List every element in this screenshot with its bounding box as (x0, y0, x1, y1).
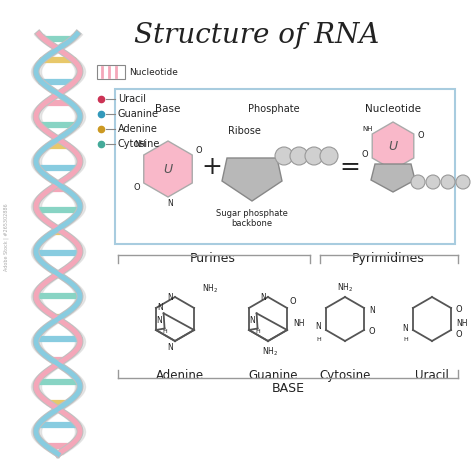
Text: Nucleotide: Nucleotide (129, 67, 178, 76)
Circle shape (441, 175, 455, 189)
FancyBboxPatch shape (97, 65, 125, 79)
Text: N: N (369, 306, 375, 315)
Circle shape (275, 147, 293, 165)
Text: O: O (418, 131, 425, 140)
Text: O: O (196, 146, 202, 155)
Text: O: O (456, 305, 463, 314)
Text: Structure of RNA: Structure of RNA (134, 22, 380, 49)
Text: Adobe Stock | #265302886: Adobe Stock | #265302886 (3, 203, 9, 271)
Text: BASE: BASE (272, 382, 304, 395)
Circle shape (305, 147, 323, 165)
Text: NH: NH (456, 319, 467, 328)
Text: O: O (361, 149, 368, 158)
Polygon shape (371, 164, 415, 192)
Text: NH$_2$: NH$_2$ (202, 283, 218, 295)
Text: O: O (133, 183, 140, 192)
Text: Uracil: Uracil (118, 94, 146, 104)
Text: N: N (157, 303, 163, 312)
Text: Base: Base (155, 104, 181, 114)
Text: Adenine: Adenine (118, 124, 158, 134)
Text: H: H (255, 329, 260, 335)
Text: O: O (456, 330, 463, 339)
FancyBboxPatch shape (115, 89, 455, 244)
Text: NH: NH (135, 140, 146, 149)
Text: Guanine: Guanine (248, 369, 298, 382)
Circle shape (411, 175, 425, 189)
Text: NH$_2$: NH$_2$ (337, 282, 353, 294)
Text: Pyrimidines: Pyrimidines (352, 252, 424, 265)
Text: N: N (249, 317, 255, 325)
Text: N: N (167, 292, 173, 301)
Text: Cytosine: Cytosine (118, 139, 160, 149)
Text: Cytosine: Cytosine (319, 369, 371, 382)
Text: NH: NH (363, 126, 373, 132)
Text: U: U (388, 139, 398, 153)
Circle shape (290, 147, 308, 165)
Text: NH: NH (293, 319, 304, 328)
Text: Purines: Purines (190, 252, 236, 265)
Text: O: O (289, 297, 296, 306)
Polygon shape (372, 122, 414, 170)
Text: Ribose: Ribose (228, 126, 260, 136)
Text: H: H (403, 337, 408, 342)
Text: N: N (167, 199, 173, 208)
Text: H: H (162, 329, 167, 335)
Text: N: N (260, 292, 266, 301)
Polygon shape (144, 141, 192, 197)
Text: N: N (402, 324, 408, 333)
Circle shape (456, 175, 470, 189)
Text: Guanine: Guanine (118, 109, 159, 119)
Text: N: N (156, 317, 162, 325)
Text: =: = (339, 155, 360, 179)
Text: Phosphate: Phosphate (248, 104, 300, 114)
Text: Adenine: Adenine (156, 369, 204, 382)
Text: NH$_2$: NH$_2$ (262, 345, 278, 357)
Text: +: + (201, 155, 222, 179)
Text: O: O (369, 327, 375, 336)
Text: Sugar phosphate
backbone: Sugar phosphate backbone (216, 209, 288, 228)
Text: U: U (164, 163, 173, 175)
Text: N: N (167, 343, 173, 352)
Text: Nucleotide: Nucleotide (365, 104, 421, 114)
Polygon shape (222, 158, 282, 201)
Circle shape (426, 175, 440, 189)
Text: H: H (316, 337, 321, 342)
Circle shape (320, 147, 338, 165)
Text: Uracil: Uracil (415, 369, 449, 382)
Text: N: N (315, 322, 321, 331)
